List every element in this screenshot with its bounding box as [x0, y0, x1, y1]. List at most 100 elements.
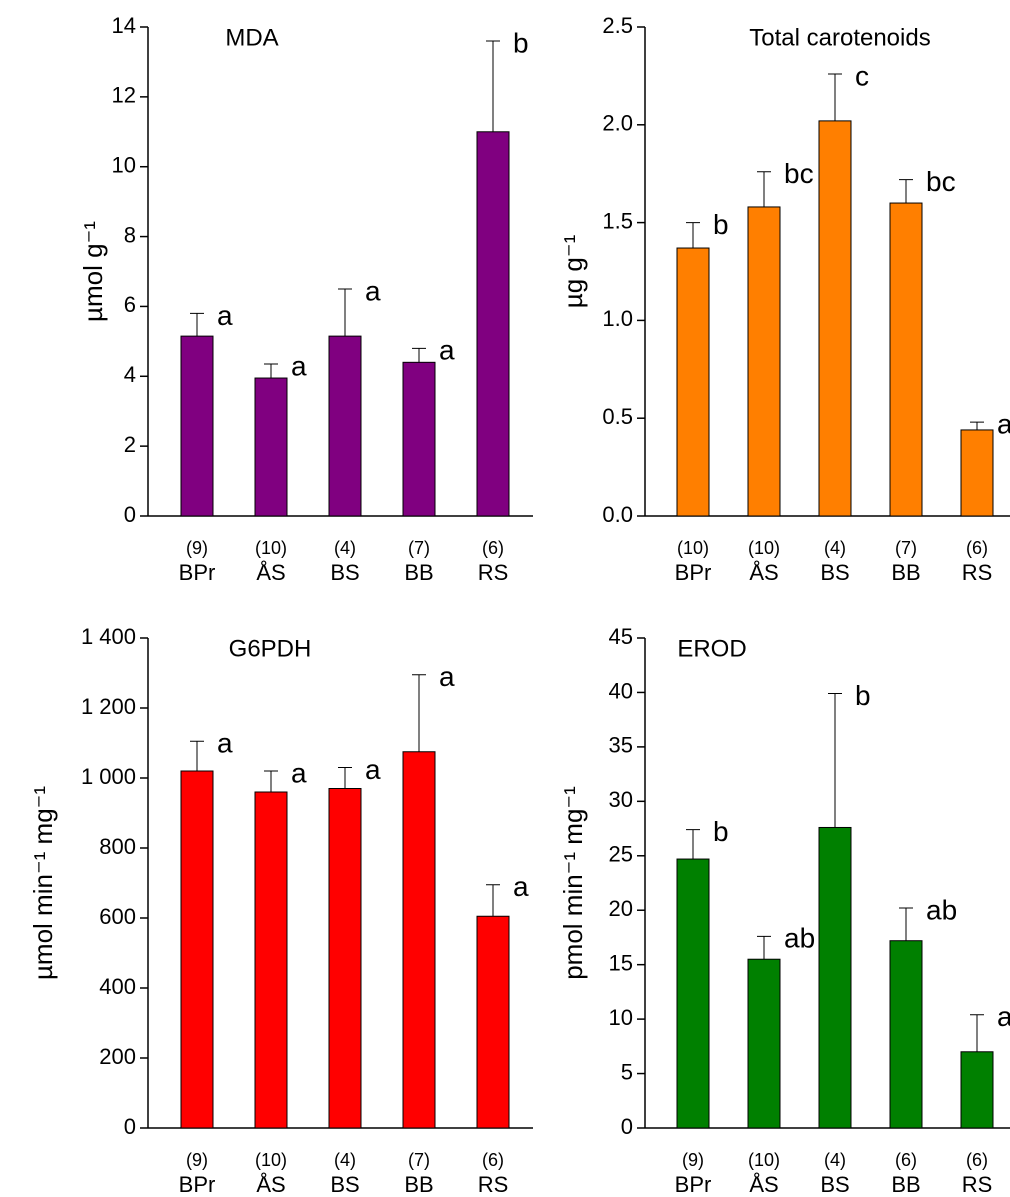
x-tick-label: RS	[962, 1172, 993, 1197]
y-axis-label: pmol min⁻¹ mg⁻¹	[558, 786, 588, 980]
y-tick-label: 0	[621, 1114, 633, 1139]
y-tick-label: 800	[99, 834, 136, 859]
y-tick-label: 10	[112, 153, 136, 178]
y-tick-label: 5	[621, 1059, 633, 1084]
y-tick-label: 2.0	[602, 111, 633, 136]
error-bar	[338, 767, 352, 789]
x-tick-label: BPr	[675, 1172, 712, 1197]
sample-size-label: (9)	[186, 538, 208, 558]
sample-size-label: (6)	[895, 1150, 917, 1170]
significance-letter: b	[713, 816, 729, 847]
x-tick-label: ÅS	[749, 560, 778, 585]
y-tick-label: 1.0	[602, 306, 633, 331]
significance-letter: b	[855, 680, 871, 711]
sample-size-label: (4)	[334, 538, 356, 558]
y-tick-label: 35	[609, 733, 633, 758]
bar	[889, 940, 923, 1129]
y-tick-label: 40	[609, 678, 633, 703]
bar	[328, 788, 362, 1129]
significance-letter: a	[291, 350, 307, 381]
x-tick-label: ÅS	[256, 1172, 285, 1197]
error-bar	[757, 171, 771, 207]
chart-title: EROD	[677, 635, 746, 662]
error-bar	[686, 829, 700, 860]
x-tick-label: ÅS	[256, 560, 285, 585]
sample-size-label: (10)	[255, 1150, 287, 1170]
y-tick-label: 2.5	[602, 13, 633, 38]
bar	[747, 206, 781, 517]
significance-letter: c	[855, 60, 869, 91]
x-tick-label: BPr	[179, 1172, 216, 1197]
x-tick-label: ÅS	[749, 1172, 778, 1197]
y-tick-label: 1 400	[81, 624, 136, 649]
x-tick-label: BB	[404, 560, 433, 585]
y-tick-label: 8	[124, 222, 136, 247]
sample-size-label: (10)	[677, 538, 709, 558]
x-tick-label: RS	[478, 1172, 509, 1197]
bar	[402, 361, 436, 517]
error-bar	[686, 222, 700, 249]
x-tick-label: BS	[330, 1172, 359, 1197]
bar	[960, 429, 994, 517]
y-axis-label: µmol g⁻¹	[78, 221, 108, 322]
y-tick-label: 30	[609, 787, 633, 812]
y-tick-label: 14	[112, 13, 136, 38]
chart-title: MDA	[225, 24, 278, 51]
bar	[402, 751, 436, 1129]
error-bar	[264, 770, 278, 792]
sample-size-label: (10)	[255, 538, 287, 558]
error-bar	[970, 421, 984, 430]
sample-size-label: (4)	[824, 538, 846, 558]
x-tick-label: RS	[962, 560, 993, 585]
y-tick-label: 45	[609, 624, 633, 649]
bar	[328, 335, 362, 517]
x-tick-label: BB	[891, 1172, 920, 1197]
bar	[180, 770, 214, 1129]
x-tick-label: BPr	[179, 560, 216, 585]
y-tick-label: 1.5	[602, 208, 633, 233]
y-axis-label: µg g⁻¹	[558, 234, 588, 308]
x-tick-label: BB	[404, 1172, 433, 1197]
significance-letter: a	[365, 275, 381, 306]
y-tick-label: 1 200	[81, 694, 136, 719]
significance-letter: ab	[784, 923, 815, 954]
x-tick-label: BPr	[675, 560, 712, 585]
error-bar	[970, 1014, 984, 1052]
sample-size-label: (9)	[682, 1150, 704, 1170]
significance-letter: a	[513, 871, 529, 902]
sample-size-label: (6)	[482, 1150, 504, 1170]
bar	[747, 958, 781, 1129]
significance-letter: a	[439, 661, 455, 692]
error-bar	[828, 693, 842, 828]
significance-letter: a	[217, 728, 233, 759]
bar	[960, 1051, 994, 1129]
y-tick-label: 2	[124, 432, 136, 457]
bar	[476, 915, 510, 1129]
y-tick-label: 15	[609, 950, 633, 975]
y-tick-label: 200	[99, 1044, 136, 1069]
y-tick-label: 600	[99, 904, 136, 929]
sample-size-label: (9)	[186, 1150, 208, 1170]
sample-size-label: (7)	[408, 538, 430, 558]
y-tick-label: 20	[609, 896, 633, 921]
sample-size-label: (4)	[824, 1150, 846, 1170]
error-bar	[412, 347, 426, 363]
x-tick-label: RS	[478, 560, 509, 585]
y-tick-label: 0	[124, 502, 136, 527]
bar	[818, 826, 852, 1129]
bar	[476, 131, 510, 517]
bar	[676, 858, 710, 1129]
significance-letter: bc	[926, 166, 956, 197]
significance-letter: a	[365, 754, 381, 785]
bar	[180, 335, 214, 517]
x-tick-label: BB	[891, 560, 920, 585]
significance-letter: a	[439, 335, 455, 366]
bar	[676, 247, 710, 517]
error-bar	[190, 312, 204, 337]
x-tick-label: BS	[330, 560, 359, 585]
bar	[254, 791, 288, 1129]
y-tick-label: 12	[112, 83, 136, 108]
x-tick-label: BS	[820, 1172, 849, 1197]
y-tick-label: 400	[99, 974, 136, 999]
